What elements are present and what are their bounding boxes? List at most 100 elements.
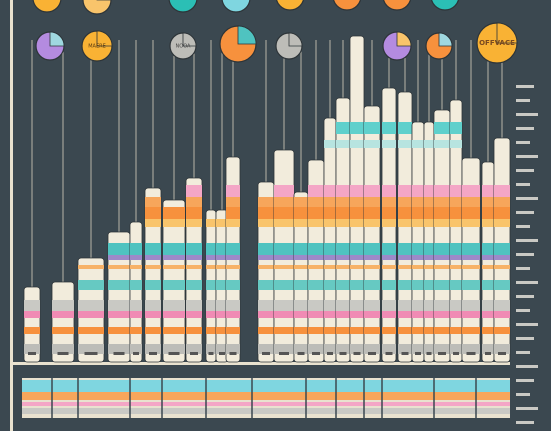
- column-band: [308, 185, 324, 197]
- column-band: [130, 280, 142, 290]
- column-band: [434, 327, 450, 334]
- column-band: [206, 344, 216, 354]
- column-band: [350, 280, 364, 290]
- column-band: [308, 265, 324, 269]
- column-band: [78, 311, 104, 318]
- column: [449, 99, 463, 363]
- column-band: [186, 311, 202, 318]
- column-band: [482, 300, 494, 311]
- column-band: [130, 255, 142, 260]
- column-label: [498, 352, 506, 355]
- side-label: [516, 365, 538, 368]
- column-band: [324, 197, 336, 207]
- column-band: [163, 207, 185, 219]
- column-band: [494, 265, 510, 269]
- column-band: [462, 327, 480, 334]
- column-band: [424, 185, 434, 197]
- column-band: [226, 327, 240, 334]
- column-band: [52, 344, 74, 354]
- column-band: [308, 207, 324, 219]
- column-band: [78, 280, 104, 290]
- column-band: [294, 327, 308, 334]
- column-band: [434, 185, 450, 197]
- column-band: [450, 207, 462, 219]
- column-band: [216, 327, 228, 334]
- column-band: [382, 327, 396, 334]
- column-band: [482, 255, 494, 260]
- column-band: [206, 327, 216, 334]
- side-label: [516, 295, 534, 298]
- pie: [430, 0, 460, 11]
- column-band: [186, 255, 202, 260]
- side-label: [516, 211, 534, 214]
- column-band: [324, 207, 336, 219]
- column-band: [350, 185, 364, 197]
- column-band: [450, 300, 462, 311]
- column-band: [226, 207, 240, 219]
- column-band: [206, 255, 216, 260]
- column-band: [450, 327, 462, 334]
- column-band: [336, 265, 350, 269]
- column-band: [364, 265, 380, 269]
- column-band: [494, 243, 510, 255]
- column-band: [350, 140, 364, 148]
- column-band: [434, 243, 450, 255]
- column-band: [274, 327, 294, 334]
- column-band: [434, 255, 450, 260]
- column-band: [398, 300, 412, 311]
- column-band: [78, 265, 104, 269]
- column-band: [398, 344, 412, 354]
- column-label: [57, 352, 69, 355]
- column-band: [186, 219, 202, 227]
- column-band: [494, 207, 510, 219]
- column-band: [163, 255, 185, 260]
- pie-slice: [496, 22, 518, 44]
- column-band: [130, 344, 142, 354]
- column-band: [424, 280, 434, 290]
- column-band: [308, 344, 324, 354]
- column-band: [130, 327, 142, 334]
- badge-text: MAERE: [88, 44, 106, 50]
- column-band: [163, 219, 185, 227]
- column-band: [163, 243, 185, 255]
- column-band: [258, 280, 274, 290]
- column-band: [226, 344, 240, 354]
- column-band: [324, 185, 336, 197]
- column-band: [258, 327, 274, 334]
- column-band: [350, 327, 364, 334]
- column-band: [382, 122, 396, 134]
- column-band: [78, 300, 104, 311]
- column-band: [434, 197, 450, 207]
- column-band: [186, 300, 202, 311]
- column-band: [382, 300, 396, 311]
- column-band: [308, 327, 324, 334]
- column-band: [412, 300, 424, 311]
- column-label: [385, 352, 393, 355]
- column-band: [350, 311, 364, 318]
- column-label: [149, 352, 157, 355]
- column-band: [336, 219, 350, 227]
- column-band: [163, 311, 185, 318]
- column-band: [494, 197, 510, 207]
- column-band: [145, 219, 161, 227]
- column-band: [350, 344, 364, 354]
- column-band: [434, 344, 450, 354]
- column: [423, 121, 435, 363]
- column-band: [398, 197, 412, 207]
- column-band: [424, 197, 434, 207]
- column-band: [308, 219, 324, 227]
- side-labels: [516, 85, 538, 424]
- column-band: [206, 219, 216, 227]
- column-band: [226, 197, 240, 207]
- column-band: [308, 311, 324, 318]
- column-band: [324, 327, 336, 334]
- column-band: [434, 300, 450, 311]
- column-band: [274, 255, 294, 260]
- column-band: [108, 265, 130, 269]
- column-band: [398, 140, 412, 148]
- column-band: [108, 243, 130, 255]
- column-band: [364, 243, 380, 255]
- column-band: [424, 265, 434, 269]
- column-label: [262, 352, 270, 355]
- column-band: [412, 280, 424, 290]
